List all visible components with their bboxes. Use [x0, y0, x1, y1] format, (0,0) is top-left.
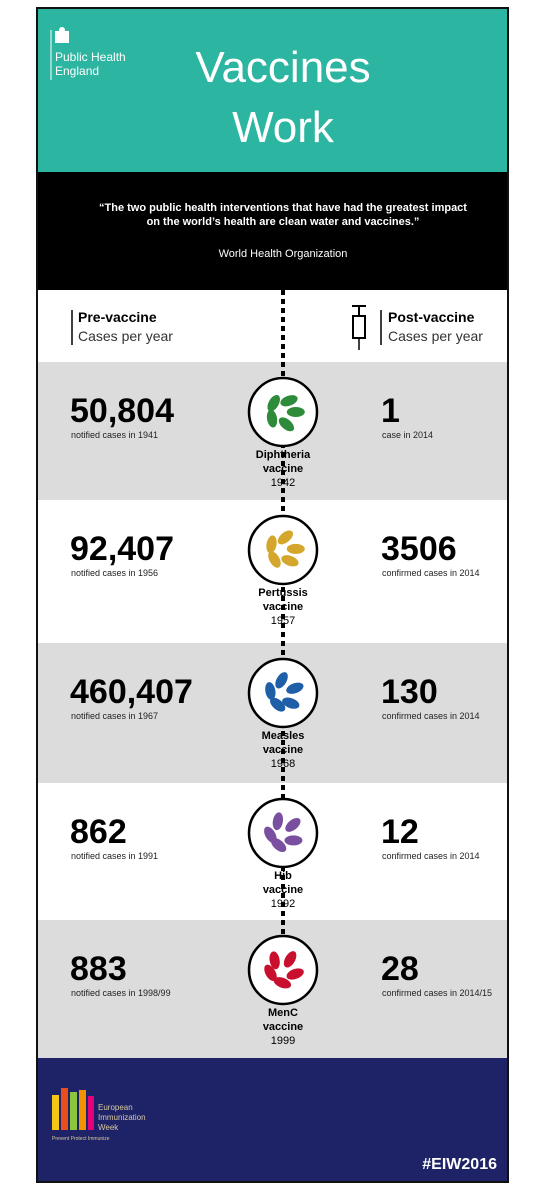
- bacteria-icon: [249, 659, 317, 727]
- post-value: 28: [381, 950, 419, 988]
- post-value: 130: [381, 673, 438, 711]
- column-title: Pre-vaccine: [78, 309, 157, 325]
- logo-text: England: [55, 64, 99, 78]
- pre-value: 883: [70, 950, 127, 988]
- pre-note: notified cases in 1998/99: [71, 988, 171, 998]
- eiw-text: Immunization: [98, 1113, 146, 1122]
- pre-value: 460,407: [70, 673, 193, 711]
- vaccine-label: 1992: [271, 898, 295, 910]
- quote-source: World Health Organization: [219, 248, 348, 260]
- vaccine-label: 1968: [271, 758, 295, 770]
- bacteria-icon: [249, 516, 317, 584]
- column-title: Post-vaccine: [388, 309, 475, 325]
- bacteria-blob: [287, 407, 305, 417]
- title: Vaccines: [195, 43, 370, 92]
- column-subtitle: Cases per year: [78, 328, 173, 344]
- post-value: 1: [381, 392, 400, 430]
- vaccine-label: 1942: [271, 477, 295, 489]
- vaccine-label: vaccine: [263, 463, 303, 475]
- bacteria-icon: [249, 799, 317, 867]
- vaccine-label: Diphtheria: [256, 449, 311, 461]
- vaccine-label: Measles: [262, 730, 305, 742]
- pre-value: 92,407: [70, 530, 174, 568]
- vaccine-label: Pertussis: [258, 587, 308, 599]
- infographic-canvas: Public Health England Vaccines Work “The…: [0, 0, 545, 1190]
- post-note: confirmed cases in 2014/15: [382, 988, 492, 998]
- post-note: confirmed cases in 2014: [382, 851, 480, 861]
- bacteria-blob: [284, 835, 302, 845]
- hashtag: #EIW2016: [422, 1156, 497, 1173]
- vaccine-label: vaccine: [263, 1021, 303, 1033]
- vaccine-label: vaccine: [263, 601, 303, 613]
- post-note: confirmed cases in 2014: [382, 711, 480, 721]
- pre-value: 862: [70, 813, 127, 851]
- post-value: 12: [381, 813, 419, 851]
- pre-note: notified cases in 1956: [71, 568, 158, 578]
- pre-note: notified cases in 1967: [71, 711, 158, 721]
- pre-note: notified cases in 1941: [71, 430, 158, 440]
- post-note: case in 2014: [382, 430, 433, 440]
- quote: on the world’s health are clean water an…: [147, 216, 420, 228]
- bacteria-blob: [287, 544, 305, 554]
- pre-value: 50,804: [70, 392, 174, 430]
- quote: “The two public health interventions tha…: [99, 202, 467, 214]
- title: Work: [232, 103, 335, 152]
- column-subtitle: Cases per year: [388, 328, 483, 344]
- vaccine-label: 1999: [271, 1035, 295, 1047]
- vaccine-label: vaccine: [263, 744, 303, 756]
- bacteria-icon: [249, 936, 317, 1004]
- eiw-text: Week: [98, 1123, 119, 1132]
- logo-text: Public Health: [55, 50, 126, 64]
- eiw-text: European: [98, 1103, 133, 1112]
- infographic: Public Health England Vaccines Work “The…: [0, 0, 545, 1190]
- vaccine-label: MenC: [268, 1007, 298, 1019]
- vaccine-label: 1957: [271, 615, 295, 627]
- post-note: confirmed cases in 2014: [382, 568, 480, 578]
- vaccine-label: vaccine: [263, 884, 303, 896]
- eiw-tagline: Prevent Protect Immunize: [52, 1136, 110, 1142]
- quote-band: [38, 172, 507, 290]
- vaccine-label: Hib: [274, 870, 292, 882]
- pre-note: notified cases in 1991: [71, 851, 158, 861]
- post-value: 3506: [381, 530, 457, 568]
- bacteria-icon: [249, 378, 317, 446]
